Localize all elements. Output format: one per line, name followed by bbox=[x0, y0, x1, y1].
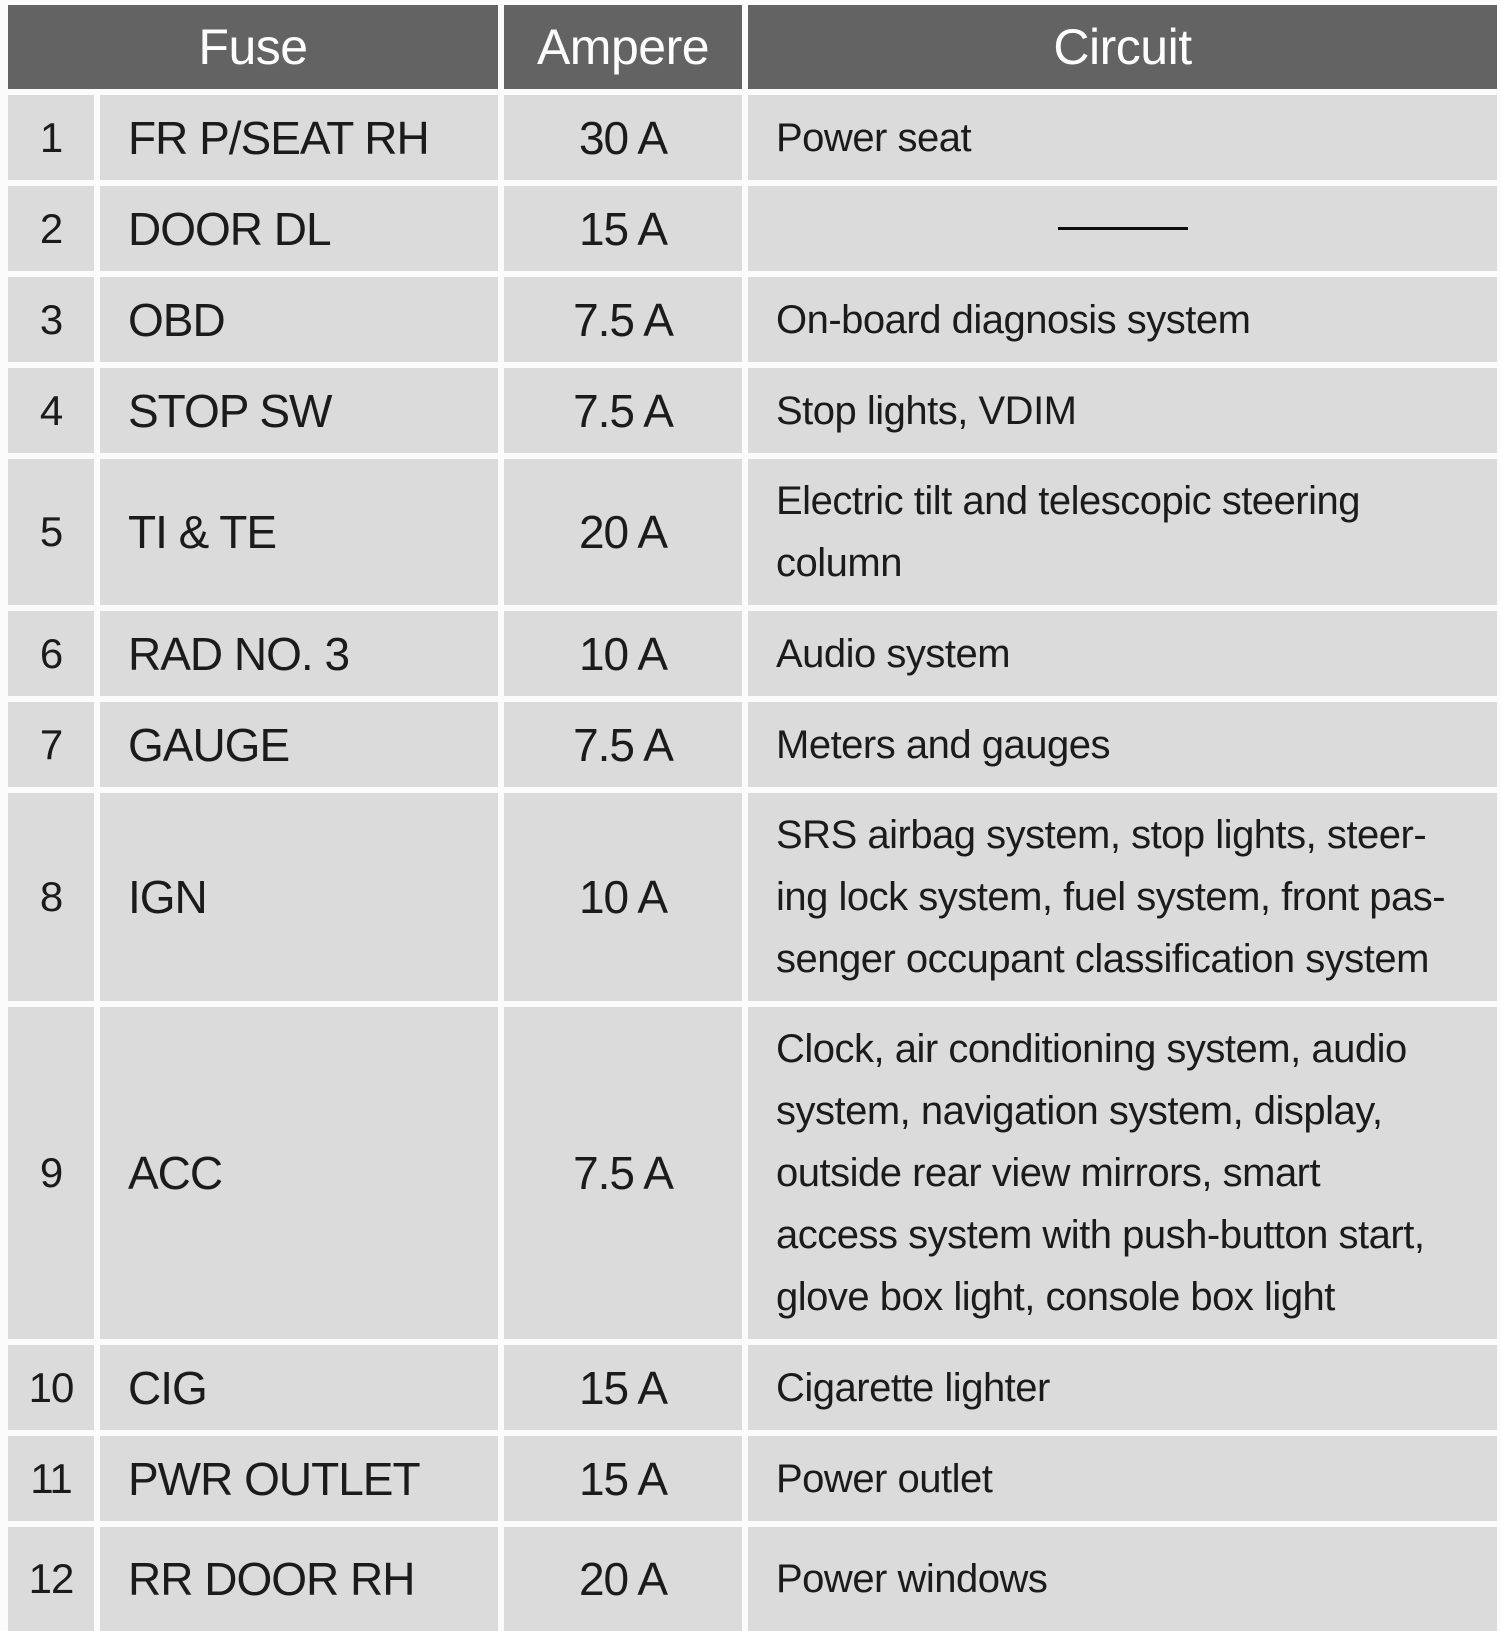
row-number-cell: 4 bbox=[8, 368, 94, 453]
table-row: 2 DOOR DL 15 A bbox=[8, 186, 1497, 271]
row-number-cell: 3 bbox=[8, 277, 94, 362]
row-number-cell: 1 bbox=[8, 95, 94, 180]
table-row: 7 GAUGE 7.5 A Meters and gauges bbox=[8, 702, 1497, 787]
table-row: 6 RAD NO. 3 10 A Audio system bbox=[8, 611, 1497, 696]
ampere-cell: 7.5 A bbox=[504, 702, 742, 787]
header-cell-ampere: Ampere bbox=[504, 5, 742, 89]
ampere-cell: 20 A bbox=[504, 459, 742, 605]
fuse-name-cell: FR P/SEAT RH bbox=[100, 95, 498, 180]
circuit-cell: Power seat bbox=[748, 95, 1497, 180]
fuse-name-cell: PWR OUTLET bbox=[100, 1436, 498, 1521]
row-number-cell: 9 bbox=[8, 1007, 94, 1339]
table-row: 12 RR DOOR RH 20 A Power windows bbox=[8, 1527, 1497, 1631]
row-number-cell: 10 bbox=[8, 1345, 94, 1430]
ampere-cell: 7.5 A bbox=[504, 277, 742, 362]
fuse-name-cell: TI & TE bbox=[100, 459, 498, 605]
fuse-name-cell: ACC bbox=[100, 1007, 498, 1339]
circuit-cell: Electric tilt and telescopic steering co… bbox=[748, 459, 1497, 605]
no-circuit-dash bbox=[1057, 227, 1188, 230]
ampere-cell: 7.5 A bbox=[504, 368, 742, 453]
table-row: 11 PWR OUTLET 15 A Power outlet bbox=[8, 1436, 1497, 1521]
row-number-cell: 6 bbox=[8, 611, 94, 696]
circuit-cell: SRS airbag system, stop lights, steer- i… bbox=[748, 793, 1497, 1001]
table-row: 3 OBD 7.5 A On-board diagnosis system bbox=[8, 277, 1497, 362]
circuit-cell: Meters and gauges bbox=[748, 702, 1497, 787]
ampere-cell: 15 A bbox=[504, 186, 742, 271]
fuse-name-cell: OBD bbox=[100, 277, 498, 362]
ampere-cell: 15 A bbox=[504, 1345, 742, 1430]
table-row: 5 TI & TE 20 A Electric tilt and telesco… bbox=[8, 459, 1497, 605]
ampere-cell: 30 A bbox=[504, 95, 742, 180]
circuit-cell: Power windows bbox=[748, 1527, 1497, 1631]
header-cell-circuit: Circuit bbox=[748, 5, 1497, 89]
header-row: Fuse Ampere Circuit bbox=[8, 5, 1497, 89]
row-number-cell: 5 bbox=[8, 459, 94, 605]
circuit-cell bbox=[748, 186, 1497, 271]
circuit-cell: On-board diagnosis system bbox=[748, 277, 1497, 362]
fuse-name-cell: RAD NO. 3 bbox=[100, 611, 498, 696]
circuit-cell: Power outlet bbox=[748, 1436, 1497, 1521]
table-row: 8 IGN 10 A SRS airbag system, stop light… bbox=[8, 793, 1497, 1001]
ampere-cell: 15 A bbox=[504, 1436, 742, 1521]
ampere-cell: 10 A bbox=[504, 793, 742, 1001]
fuse-name-cell: STOP SW bbox=[100, 368, 498, 453]
ampere-cell: 10 A bbox=[504, 611, 742, 696]
circuit-cell: Audio system bbox=[748, 611, 1497, 696]
fuse-name-cell: DOOR DL bbox=[100, 186, 498, 271]
circuit-cell: Cigarette lighter bbox=[748, 1345, 1497, 1430]
fuse-name-cell: GAUGE bbox=[100, 702, 498, 787]
ampere-cell: 7.5 A bbox=[504, 1007, 742, 1339]
row-number-cell: 2 bbox=[8, 186, 94, 271]
fuse-name-cell: CIG bbox=[100, 1345, 498, 1430]
header-cell-fuse: Fuse bbox=[8, 5, 498, 89]
fuse-name-cell: RR DOOR RH bbox=[100, 1527, 498, 1631]
table-row: 9 ACC 7.5 A Clock, air conditioning syst… bbox=[8, 1007, 1497, 1339]
row-number-cell: 11 bbox=[8, 1436, 94, 1521]
table-row: 10 CIG 15 A Cigarette lighter bbox=[8, 1345, 1497, 1430]
table-row: 1 FR P/SEAT RH 30 A Power seat bbox=[8, 95, 1497, 180]
circuit-cell: Clock, air conditioning system, audio sy… bbox=[748, 1007, 1497, 1339]
fuse-name-cell: IGN bbox=[100, 793, 498, 1001]
row-number-cell: 8 bbox=[8, 793, 94, 1001]
circuit-cell: Stop lights, VDIM bbox=[748, 368, 1497, 453]
row-number-cell: 7 bbox=[8, 702, 94, 787]
row-number-cell: 12 bbox=[8, 1527, 94, 1631]
ampere-cell: 20 A bbox=[504, 1527, 742, 1631]
table-row: 4 STOP SW 7.5 A Stop lights, VDIM bbox=[8, 368, 1497, 453]
